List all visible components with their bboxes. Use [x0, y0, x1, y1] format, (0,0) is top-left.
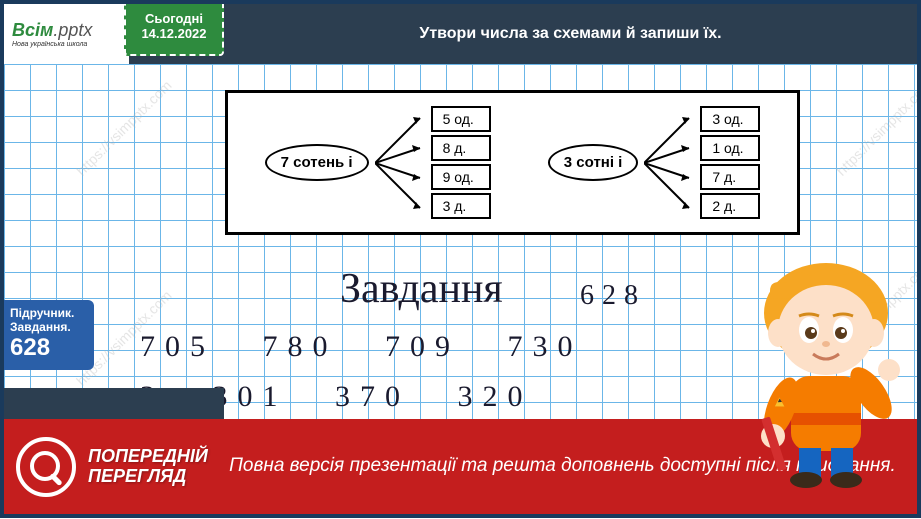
schema-group-2: 3 сотні і 3 од. 1 од. 7 д. 2 д.	[548, 103, 761, 223]
hundreds-label-1: 7 сотень і	[265, 144, 369, 181]
sidebar-badge: Підручник. Завдання. 628	[4, 300, 94, 370]
units-col-2: 3 од. 1 од. 7 д. 2 д.	[700, 106, 760, 219]
logo-text: Всім.pptx	[12, 20, 121, 41]
boy-character-icon	[731, 258, 911, 488]
unit-cell: 2 д.	[700, 193, 760, 219]
unit-cell: 9 од.	[431, 164, 491, 190]
arrows-icon	[375, 103, 425, 223]
date-badge: Сьогодні 14.12.2022	[124, 0, 224, 56]
unit-cell: 1 од.	[700, 135, 760, 161]
unit-cell: 3 од.	[700, 106, 760, 132]
logo-tagline: Нова українська школа	[12, 41, 121, 48]
date-value: 14.12.2022	[141, 26, 206, 41]
unit-cell: 5 од.	[431, 106, 491, 132]
unit-cell: 3 д.	[431, 193, 491, 219]
preview-label-line1: ПОПЕРЕДНІЙ	[88, 447, 208, 467]
preview-label: ПОПЕРЕДНІЙ ПЕРЕГЛЯД	[88, 447, 208, 487]
logo-main: Всім	[12, 20, 53, 40]
preview-label-line2: ПЕРЕГЛЯД	[88, 467, 208, 487]
sidebar-line2: Завдання.	[10, 320, 88, 334]
hundreds-label-2: 3 сотні і	[548, 144, 639, 181]
task-number: 628	[580, 280, 646, 312]
sidebar-number: 628	[10, 334, 88, 362]
units-col-1: 5 од. 8 д. 9 од. 3 д.	[431, 106, 491, 219]
schema-box: 7 сотень і 5 од. 8 д. 9 од. 3 д. 3 сотні…	[225, 90, 800, 235]
date-label: Сьогодні	[145, 11, 203, 26]
header-bar: Всім.pptx Нова українська школа Сьогодні…	[4, 4, 917, 64]
sidebar-line1: Підручник.	[10, 306, 88, 320]
magnify-icon	[16, 437, 76, 497]
logo-suffix: .pptx	[53, 20, 92, 40]
schema-group-1: 7 сотень і 5 од. 8 д. 9 од. 3 д.	[265, 103, 491, 223]
page-title: Утвори числа за схемами й запиши їх.	[234, 25, 907, 43]
answers-row-1: 705 780 709 730	[140, 330, 583, 364]
arrows-icon	[644, 103, 694, 223]
unit-cell: 7 д.	[700, 164, 760, 190]
unit-cell: 8 д.	[431, 135, 491, 161]
task-title: Завдання	[340, 265, 503, 313]
logo-area: Всім.pptx Нова українська школа	[4, 4, 129, 64]
